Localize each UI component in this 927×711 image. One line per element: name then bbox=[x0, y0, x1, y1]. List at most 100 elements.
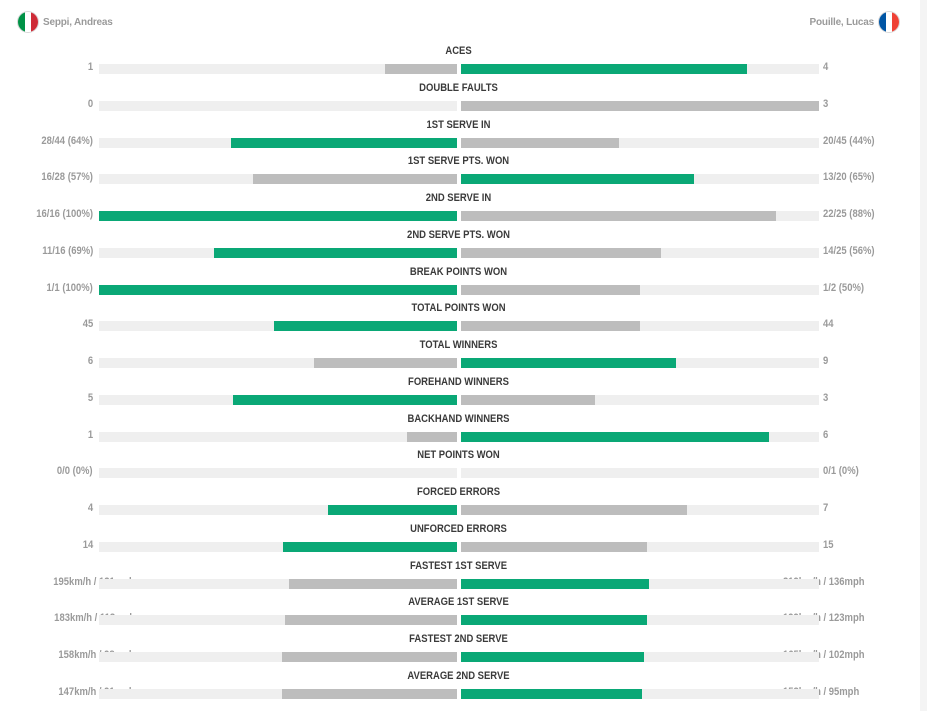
stat-row: FASTEST 1ST SERVE 195km/h / 121mph 219km/h… bbox=[0, 560, 920, 597]
stat-right-value: 20/45 (44%) bbox=[823, 134, 875, 147]
stat-left-bar-track bbox=[99, 615, 457, 626]
stat-left-bar-track bbox=[99, 174, 457, 185]
stat-left-bar-track bbox=[99, 64, 457, 74]
stat-left-bar-fill bbox=[281, 688, 457, 699]
stat-row: DOUBLE FAULTS 0 3 bbox=[0, 82, 920, 119]
stat-right-value: 44 bbox=[823, 318, 834, 331]
stat-label: AVERAGE 1ST SERVE bbox=[408, 596, 509, 609]
stat-label: 1ST SERVE PTS. WON bbox=[407, 155, 510, 168]
stat-right-bar-track bbox=[461, 615, 819, 626]
stat-right-bar-fill bbox=[461, 358, 676, 368]
stat-left-value: 45 bbox=[82, 318, 93, 331]
stat-label: UNFORCED ERRORS bbox=[410, 522, 507, 535]
stat-right-bar-track bbox=[461, 321, 819, 332]
stat-left-bar-track bbox=[99, 137, 457, 148]
stat-left-value: 1/1 (100%) bbox=[46, 281, 93, 294]
stat-left-value: 1 bbox=[87, 61, 93, 73]
stat-left-value: 11/16 (69%) bbox=[41, 244, 93, 257]
stat-row: 2ND SERVE IN 16/16 (100%) 22/25 (88%) bbox=[0, 192, 920, 229]
stat-right-bar-fill bbox=[461, 174, 694, 185]
stat-row: 2ND SERVE PTS. WON 11/16 (69%) 14/25 (56%) bbox=[0, 229, 920, 266]
stat-left-bar-fill bbox=[252, 174, 457, 185]
stat-left-value: 0 bbox=[87, 97, 93, 110]
stat-left-bar-track bbox=[99, 100, 457, 111]
stat-row: FASTEST 2ND SERVE 158km/h / 98mph 165km/h … bbox=[0, 633, 920, 670]
stat-left-bar-fill bbox=[288, 578, 457, 589]
stat-right-bar-track bbox=[461, 541, 819, 552]
stat-right-value: 1/2 (50%) bbox=[823, 281, 865, 294]
stat-label: 1ST SERVE IN bbox=[426, 118, 491, 131]
stat-left-bar-track bbox=[99, 468, 457, 479]
stat-right-value: 22/25 (88%) bbox=[823, 208, 875, 220]
stat-left-value: 16/16 (100%) bbox=[36, 208, 93, 220]
stat-left-bar-track bbox=[99, 394, 457, 405]
stat-row: 1ST SERVE IN 28/44 (64%) 20/45 (44%) bbox=[0, 119, 920, 156]
stat-right-bar-fill bbox=[461, 100, 819, 111]
stat-right-bar-track bbox=[461, 505, 819, 515]
italy-flag-icon bbox=[18, 12, 38, 32]
player-left-name: Seppi, Andreas bbox=[43, 16, 113, 28]
stat-right-bar-track bbox=[461, 652, 819, 662]
stat-left-bar-fill bbox=[328, 505, 457, 515]
stat-right-bar-fill bbox=[461, 137, 619, 148]
stat-right-value: 9 bbox=[823, 355, 829, 367]
stat-left-bar-fill bbox=[274, 321, 457, 332]
stat-left-bar-fill bbox=[233, 394, 457, 405]
stat-left-bar-fill bbox=[406, 431, 457, 442]
stat-row: UNFORCED ERRORS 14 15 bbox=[0, 523, 920, 560]
stat-right-value: 15 bbox=[823, 538, 834, 551]
stat-label: BACKHAND WINNERS bbox=[407, 412, 510, 425]
stat-left-bar-fill bbox=[313, 358, 457, 368]
stat-left-value: 28/44 (64%) bbox=[41, 134, 93, 147]
stat-right-bar-track bbox=[461, 247, 819, 258]
stat-left-bar-track bbox=[99, 211, 457, 221]
stat-label: FASTEST 1ST SERVE bbox=[409, 559, 508, 572]
stat-right-bar-fill bbox=[461, 652, 644, 662]
stat-left-bar-track bbox=[99, 284, 457, 295]
stat-right-value: 7 bbox=[823, 502, 829, 514]
stat-right-bar-fill bbox=[461, 211, 777, 221]
stat-label: DOUBLE FAULTS bbox=[419, 81, 498, 94]
stat-left-bar-track bbox=[99, 431, 457, 442]
scrollbar[interactable] bbox=[920, 0, 927, 711]
stat-label: FOREHAND WINNERS bbox=[408, 375, 509, 388]
stat-right-bar-track bbox=[461, 284, 819, 295]
stat-left-bar-fill bbox=[385, 64, 457, 74]
stat-right-bar-track bbox=[461, 394, 819, 405]
stat-left-bar-track bbox=[99, 247, 457, 258]
stat-left-bar-track bbox=[99, 321, 457, 332]
stat-left-bar-track bbox=[99, 541, 457, 552]
stat-right-value: 14/25 (56%) bbox=[823, 244, 875, 257]
stat-label: TOTAL POINTS WON bbox=[411, 302, 506, 315]
stat-right-bar-track bbox=[461, 137, 819, 148]
stat-right-bar-fill bbox=[461, 64, 748, 74]
stat-row: 1ST SERVE PTS. WON 16/28 (57%) 13/20 (65%) bbox=[0, 155, 920, 192]
stat-label: ACES bbox=[445, 45, 472, 57]
stat-left-bar-fill bbox=[213, 247, 457, 258]
stat-left-value: 6 bbox=[87, 355, 93, 367]
stat-left-bar-fill bbox=[281, 652, 457, 662]
stat-label: TOTAL WINNERS bbox=[419, 339, 498, 351]
stat-row: FOREHAND WINNERS 5 3 bbox=[0, 376, 920, 413]
stat-left-bar-track bbox=[99, 578, 457, 589]
stat-right-bar-track bbox=[461, 64, 819, 74]
stat-row: BACKHAND WINNERS 1 6 bbox=[0, 413, 920, 450]
stat-right-bar-track bbox=[461, 688, 819, 699]
stat-right-bar-fill bbox=[461, 505, 687, 515]
stat-left-value: 14 bbox=[82, 538, 93, 551]
stat-label: NET POINTS WON bbox=[417, 449, 500, 462]
stat-right-bar-fill bbox=[461, 688, 642, 699]
stat-left-value: 5 bbox=[87, 391, 93, 404]
stat-label: 2ND SERVE IN bbox=[425, 192, 492, 204]
stat-left-value: 4 bbox=[87, 502, 93, 514]
stat-row: BREAK POINTS WON 1/1 (100%) 1/2 (50%) bbox=[0, 266, 920, 303]
stat-row: FORCED ERRORS 4 7 bbox=[0, 486, 920, 523]
stat-right-bar-fill bbox=[461, 247, 662, 258]
stat-left-bar-track bbox=[99, 505, 457, 515]
stat-right-value: 4 bbox=[823, 61, 829, 73]
stat-right-value: 3 bbox=[823, 391, 829, 404]
stat-row: AVERAGE 2ND SERVE 147km/h / 91mph 153km/h … bbox=[0, 670, 920, 707]
stat-right-bar-track bbox=[461, 174, 819, 185]
stat-right-value: 3 bbox=[823, 97, 829, 110]
stat-label: FASTEST 2ND SERVE bbox=[409, 633, 508, 645]
